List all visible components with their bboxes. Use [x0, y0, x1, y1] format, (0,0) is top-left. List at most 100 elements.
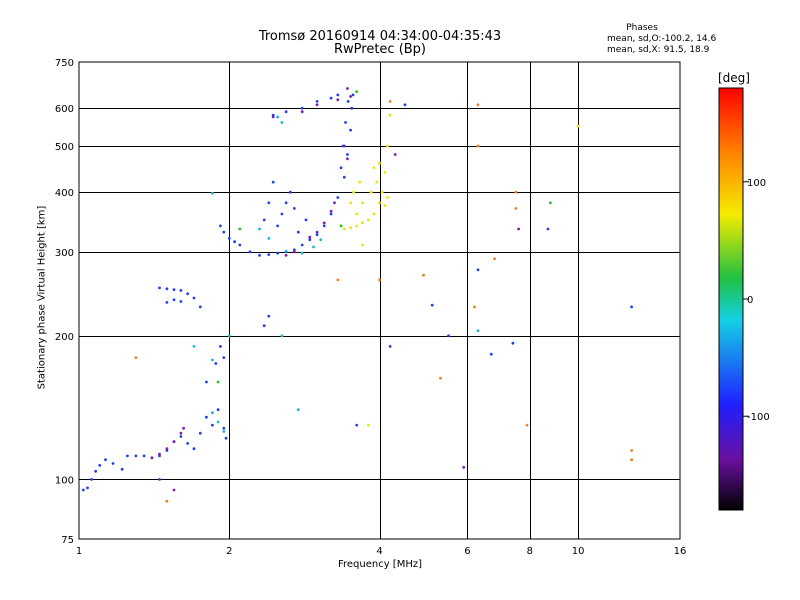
data-point: [549, 201, 552, 205]
data-point: [172, 288, 176, 291]
data-point: [158, 286, 161, 290]
x-tick-label: 2: [226, 546, 232, 557]
data-point: [134, 454, 138, 458]
y-tick-label: 750: [55, 58, 74, 69]
data-point: [346, 100, 350, 103]
data-point: [546, 227, 550, 231]
data-point: [284, 253, 288, 257]
x-tick-label: 16: [674, 546, 687, 557]
data-point: [172, 488, 176, 492]
data-point: [349, 201, 352, 205]
data-point: [216, 380, 220, 384]
data-point: [284, 110, 288, 114]
data-point: [349, 128, 352, 132]
data-point: [375, 180, 379, 184]
data-point: [361, 221, 364, 225]
data-point: [372, 166, 376, 170]
x-tick-label: 10: [572, 546, 585, 557]
data-point: [292, 248, 296, 252]
data-point: [388, 113, 392, 117]
x-tick-label: 8: [527, 546, 533, 557]
data-point: [111, 462, 115, 465]
data-point: [179, 300, 183, 303]
data-point: [258, 227, 261, 231]
x-tick-label: 1: [76, 546, 82, 557]
data-point: [300, 110, 304, 114]
data-point: [284, 249, 288, 253]
data-point: [422, 273, 425, 277]
data-point: [211, 423, 214, 427]
data-point: [388, 345, 392, 348]
data-point: [267, 253, 271, 256]
data-point: [267, 201, 271, 205]
data-point: [172, 298, 176, 302]
data-point: [336, 196, 340, 199]
colorbar: [718, 87, 744, 511]
data-point: [150, 456, 154, 460]
data-point: [198, 431, 202, 435]
data-point: [288, 190, 292, 194]
data-point: [350, 106, 354, 110]
y-tick-label: 75: [61, 535, 74, 546]
data-point: [630, 305, 633, 309]
data-point: [222, 430, 226, 433]
data-point: [104, 458, 107, 462]
data-point: [476, 103, 480, 107]
data-point: [222, 356, 226, 359]
data-point: [383, 204, 387, 208]
data-point: [90, 478, 93, 481]
data-point: [346, 87, 349, 90]
data-point: [158, 478, 161, 481]
data-point: [86, 486, 89, 490]
data-point: [271, 115, 275, 119]
data-point: [630, 449, 633, 452]
data-point: [284, 201, 288, 205]
data-point: [211, 411, 214, 415]
colorbar-label: [deg]: [718, 71, 750, 85]
data-point: [355, 423, 359, 427]
data-point: [342, 175, 346, 179]
data-point: [280, 334, 284, 338]
data-point: [126, 454, 129, 458]
data-point: [258, 253, 261, 257]
data-point: [367, 423, 370, 427]
data-point: [355, 224, 359, 228]
data-point: [336, 98, 340, 102]
data-point: [383, 171, 387, 174]
data-point: [165, 301, 169, 304]
phases-x-stats: mean, sd,X: 91.5, 18.9: [607, 45, 710, 55]
data-point: [296, 230, 300, 234]
data-point: [276, 251, 279, 255]
data-point: [222, 426, 226, 430]
data-point: [388, 100, 392, 103]
chart-title: Tromsø 20160914 04:34:00-04:35:43: [258, 29, 502, 44]
plot-grid: [79, 62, 680, 539]
data-point: [179, 431, 183, 435]
data-point: [271, 180, 275, 184]
data-point: [367, 218, 370, 222]
data-points: [81, 87, 633, 503]
plot-frame: [78, 61, 681, 540]
data-point: [192, 296, 196, 300]
data-point: [493, 257, 496, 261]
data-point: [378, 278, 381, 282]
data-point: [489, 352, 493, 356]
data-point: [300, 251, 304, 255]
data-point: [329, 209, 333, 213]
data-point: [514, 190, 518, 194]
data-point: [329, 96, 333, 100]
data-point: [81, 488, 85, 492]
data-point: [224, 436, 228, 440]
data-point: [336, 93, 340, 97]
data-point: [476, 329, 480, 333]
data-point: [342, 227, 346, 231]
colorbar-axis: -100 0 100: [743, 178, 770, 423]
data-point: [355, 90, 359, 93]
data-point: [346, 153, 349, 156]
data-point: [165, 447, 169, 451]
colorbar-tick-label: 100: [747, 178, 766, 189]
data-point: [308, 238, 312, 242]
data-point: [280, 212, 284, 216]
data-point: [315, 233, 319, 237]
